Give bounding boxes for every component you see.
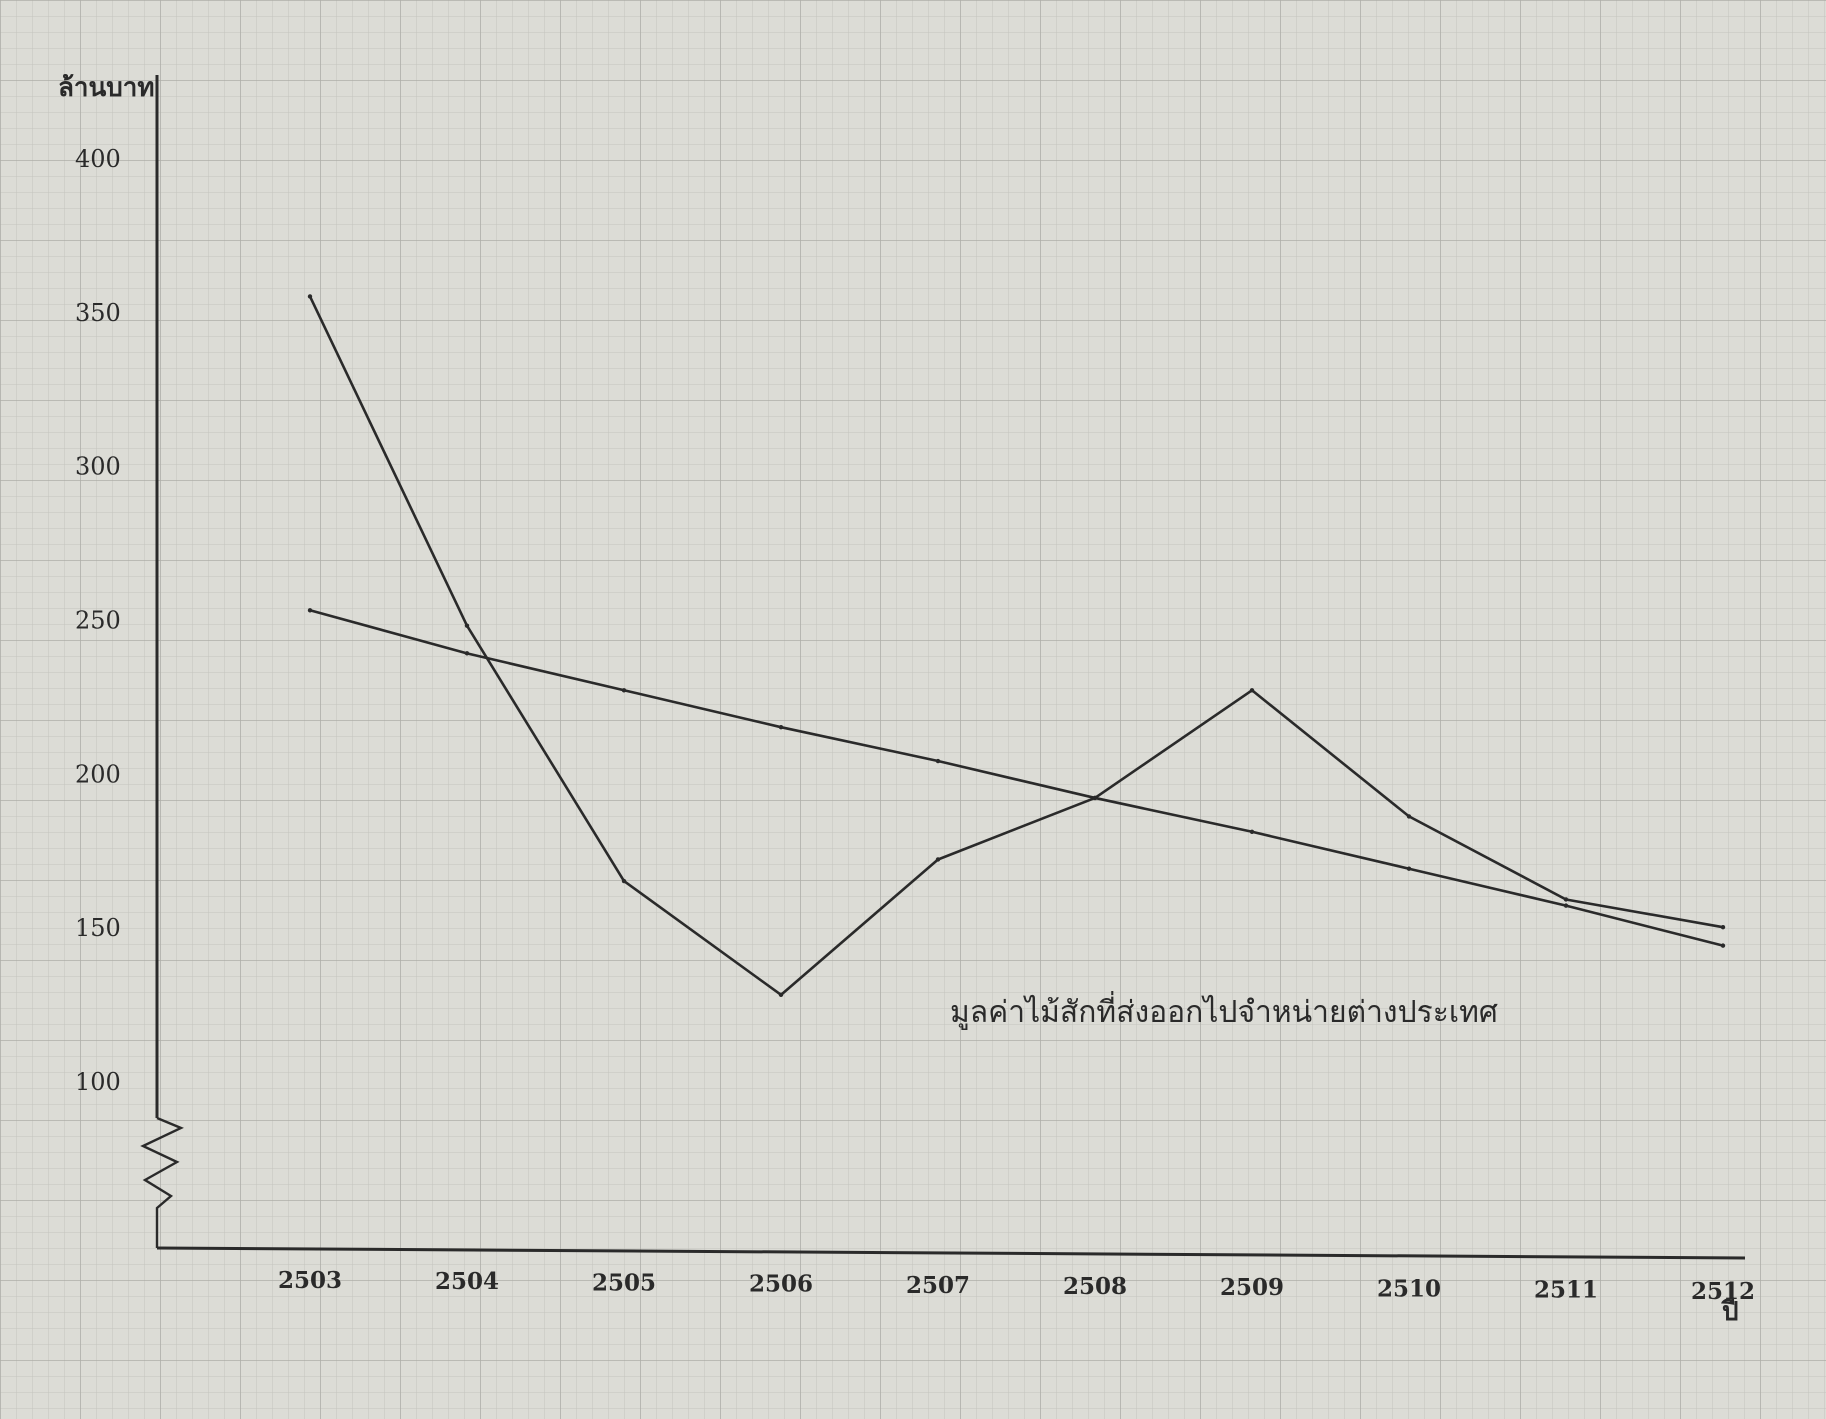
data-point (1249, 829, 1255, 834)
x-tick-label: 2505 (592, 1269, 656, 1296)
x-tick-labels: 2503 2504 2505 2506 2507 2508 2509 2510 2511 2512 (278, 1267, 1755, 1305)
data-point (935, 758, 941, 764)
data-point (1406, 866, 1412, 871)
data-point (1092, 795, 1098, 801)
data-point (1249, 688, 1255, 693)
data-point (1563, 903, 1569, 908)
data-point (1406, 814, 1412, 819)
y-tick-label: 400 (75, 145, 121, 173)
y-tick-label: 150 (75, 914, 121, 942)
y-tick-label: 250 (75, 607, 121, 635)
data-point (621, 878, 627, 884)
y-tick-label: 350 (75, 299, 121, 327)
axes (140, 75, 1746, 1260)
data-point (1720, 943, 1726, 948)
series-line-trend (309, 609, 1724, 947)
y-tick-label: 300 (75, 453, 121, 481)
x-tick-label: 2510 (1377, 1275, 1441, 1302)
x-tick-label: 2509 (1220, 1274, 1284, 1301)
y-tick-label: 100 (75, 1068, 121, 1096)
data-point (935, 857, 941, 862)
x-tick-label: 2506 (749, 1271, 813, 1298)
x-tick-label: 2512 (1691, 1278, 1755, 1305)
data-point (464, 623, 470, 628)
data-point (778, 992, 784, 998)
data-point (307, 294, 313, 299)
x-tick-label: 2511 (1534, 1277, 1598, 1304)
data-point (464, 651, 470, 656)
data-point (307, 608, 313, 613)
data-point (621, 688, 627, 693)
y-tick-labels: 100 150 200 250 300 350 400 (75, 145, 121, 1096)
y-axis-label: ล้านบาท (58, 73, 155, 103)
x-tick-label: 2504 (435, 1268, 499, 1295)
data-point (778, 724, 784, 730)
x-axis-line (156, 1246, 1746, 1260)
x-axis-label: ปี (1721, 1297, 1739, 1327)
data-point (1720, 924, 1726, 930)
x-tick-label: 2503 (278, 1267, 342, 1294)
x-tick-label: 2507 (906, 1272, 970, 1299)
series-line-actual (308, 295, 1724, 997)
x-tick-label: 2508 (1063, 1273, 1127, 1300)
y-axis-break (140, 1116, 184, 1248)
series-layer (307, 294, 1726, 998)
series-annotation: มูลค่าไม้สักที่ส่งออกไปจำหน่ายต่างประเทศ (950, 991, 1498, 1030)
data-point (1563, 897, 1569, 902)
y-tick-label: 200 (75, 760, 121, 788)
